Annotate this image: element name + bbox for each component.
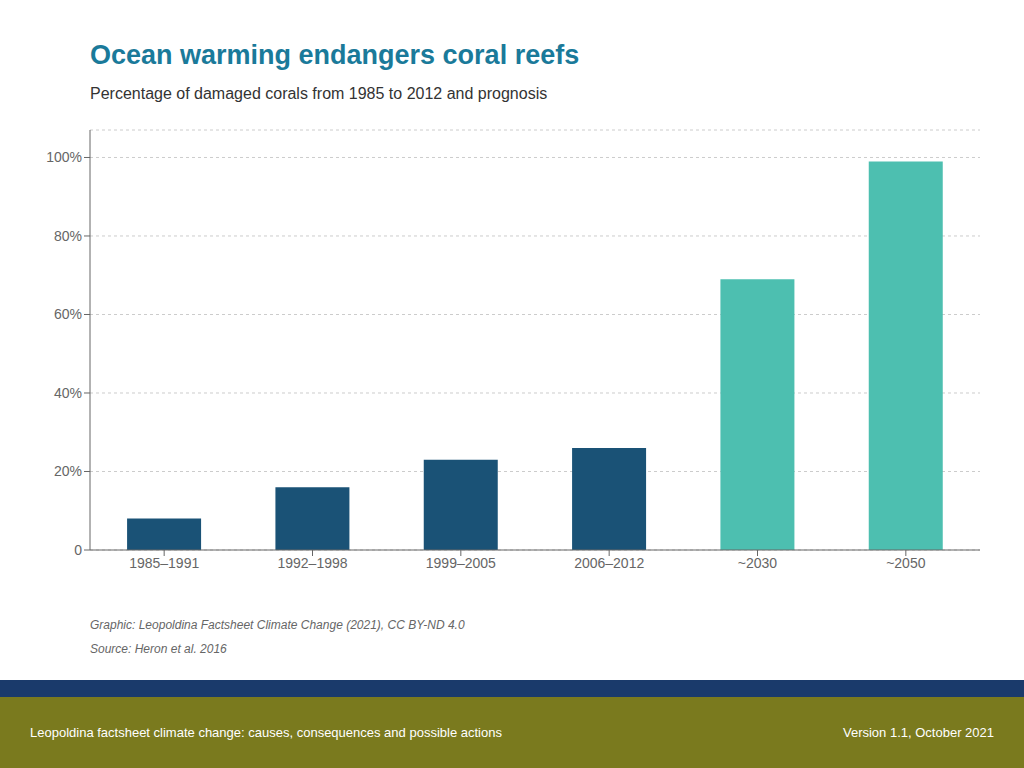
svg-text:1999–2005: 1999–2005 xyxy=(426,555,496,571)
svg-text:~2050: ~2050 xyxy=(886,555,926,571)
svg-text:0: 0 xyxy=(74,542,82,558)
svg-text:2006–2012: 2006–2012 xyxy=(574,555,644,571)
svg-text:20%: 20% xyxy=(54,463,82,479)
svg-text:~2030: ~2030 xyxy=(738,555,778,571)
html-text:Leopoldina factsheet climate c: Leopoldina factsheet climate change: cau… xyxy=(30,725,502,740)
svg-text:1992–1998: 1992–1998 xyxy=(277,555,347,571)
svg-text:40%: 40% xyxy=(54,385,82,401)
html-text:Percentage of damaged corals f: Percentage of damaged corals from 1985 t… xyxy=(90,85,548,102)
svg-text:100%: 100% xyxy=(46,149,82,165)
svg-text:80%: 80% xyxy=(54,228,82,244)
html-text:Ocean warming endangers coral: Ocean warming endangers coral reefs xyxy=(90,40,580,70)
svg-text:60%: 60% xyxy=(54,306,82,322)
html-text:Graphic: Leopoldina Factsheet: Graphic: Leopoldina Factsheet Climate Ch… xyxy=(90,618,465,632)
svg-text:1985–1991: 1985–1991 xyxy=(129,555,199,571)
html-text:Source: Heron et al. 2016: Source: Heron et al. 2016 xyxy=(90,642,227,656)
html-text:Version 1.1, October 2021: Version 1.1, October 2021 xyxy=(843,725,994,740)
